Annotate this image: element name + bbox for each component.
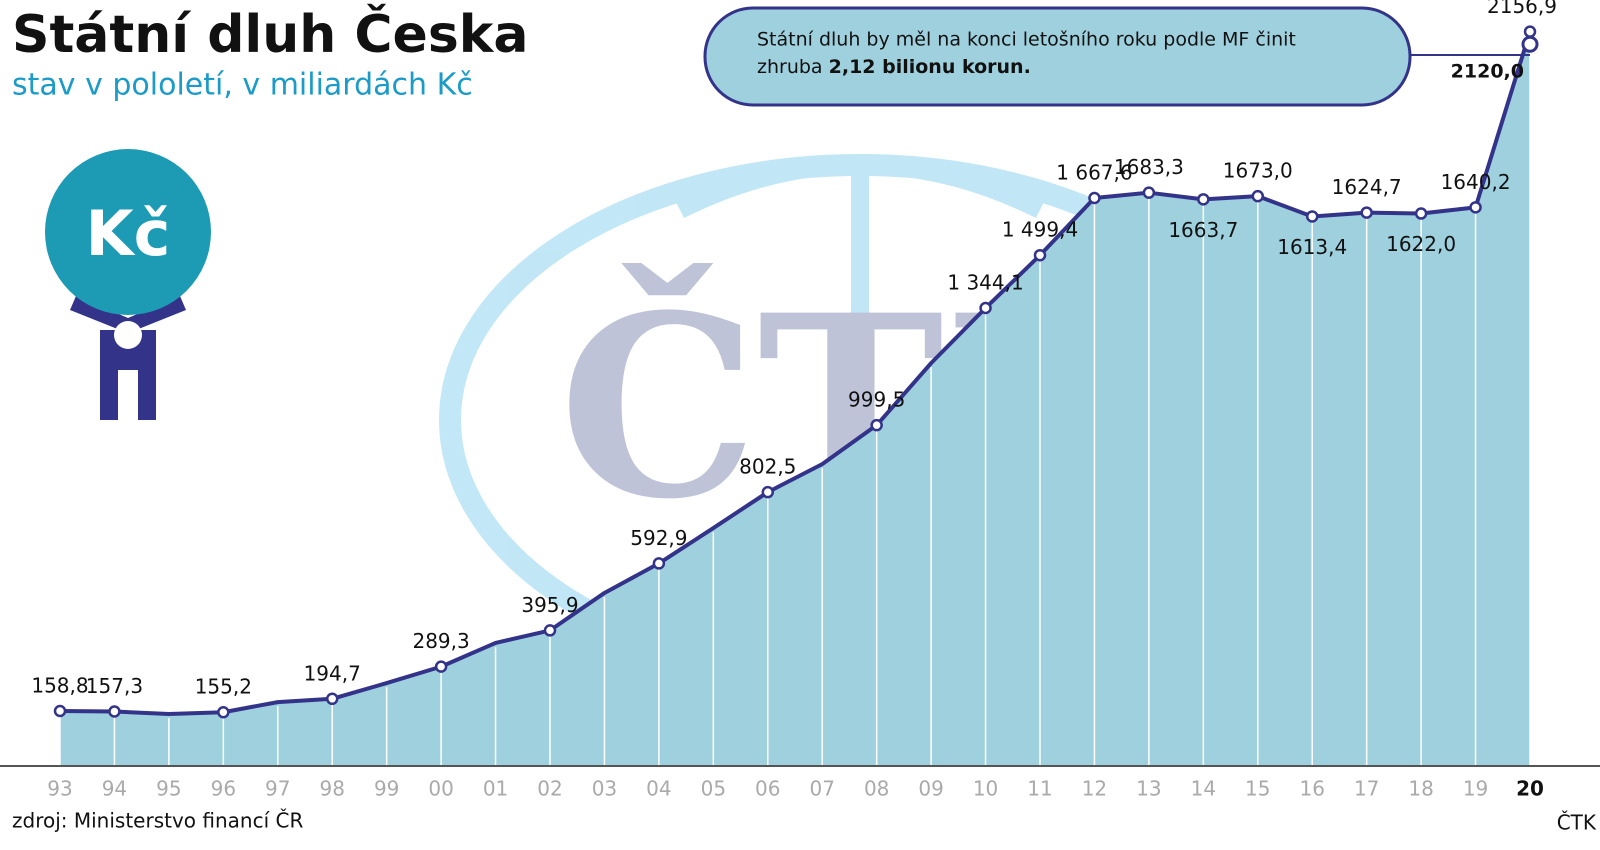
marker (761, 485, 775, 499)
marker (543, 624, 557, 637)
icon-head (114, 321, 142, 349)
value-label: 592,9 (630, 526, 687, 550)
x-tick-label: 12 (1082, 777, 1107, 801)
value-label: 1663,7 (1168, 218, 1238, 242)
value-label: 2156,9 (1487, 0, 1557, 18)
marker (870, 418, 883, 432)
x-tick-label: 10 (973, 777, 998, 801)
forecast-label: 2120,0 (1451, 61, 1524, 83)
x-tick-label: 94 (102, 777, 127, 801)
value-label: 1622,0 (1386, 232, 1456, 256)
value-label: 1640,2 (1441, 170, 1511, 194)
x-tick-label: 14 (1191, 777, 1216, 801)
x-tick-label: 02 (537, 777, 562, 801)
annotation-box (703, 6, 1412, 107)
x-tick-label: 97 (265, 777, 290, 801)
marker (1251, 189, 1265, 203)
chart-title: Státní dluh Česka (12, 3, 528, 65)
credit: ČTK (1557, 811, 1597, 835)
x-tick-label: 08 (864, 777, 889, 801)
value-label: 157,3 (86, 674, 143, 698)
value-label: 999,5 (848, 388, 905, 412)
x-tick-label: 03 (592, 777, 617, 801)
x-tick-label: 93 (47, 777, 72, 801)
chart-subtitle: stav v pololetí, v miliardách Kč (12, 68, 473, 103)
marker (53, 704, 67, 718)
source: zdroj: Ministerstvo financí ČR (12, 809, 303, 833)
x-tick-label: 95 (156, 777, 181, 801)
marker (108, 705, 121, 718)
marker (1088, 191, 1101, 205)
x-tick-label: 05 (701, 777, 726, 801)
x-tick-label: 98 (319, 777, 344, 801)
x-tick-label: 16 (1299, 777, 1324, 801)
marker (1523, 25, 1537, 38)
marker (325, 692, 339, 706)
value-label: 395,9 (521, 593, 578, 617)
x-tick-label: 17 (1354, 777, 1379, 801)
x-tick-label: 01 (483, 777, 508, 801)
line (59, 31, 1532, 716)
value-label: 1683,3 (1114, 155, 1184, 179)
x-tick-label: 18 (1408, 777, 1433, 801)
marker (1305, 210, 1319, 223)
value-label: 1 499,4 (1002, 218, 1078, 242)
x-tick-label: 11 (1027, 777, 1052, 801)
plot: 2120,0 93 158,8 94 157,3 95 96 155,2 97 98 194,7 99… (0, 0, 1600, 801)
x-tick-label: 15 (1245, 777, 1270, 801)
value-label: 1624,7 (1332, 175, 1402, 199)
annotation-text: Státní dluh by měl na konci letošního ro… (757, 29, 1296, 51)
x-tick-label: 07 (809, 777, 834, 801)
marker (1197, 193, 1210, 206)
x-tick-label: 20 (1516, 777, 1544, 801)
icon: Kč (45, 149, 211, 420)
value-label: 289,3 (412, 629, 469, 653)
marker (434, 660, 448, 673)
x-tick-label: 19 (1463, 777, 1488, 801)
marker (1469, 201, 1482, 214)
value-label: 1 667,6 (1056, 161, 1132, 185)
value-label: 155,2 (195, 675, 252, 699)
marker (652, 557, 666, 570)
x-tick-label: 13 (1136, 777, 1161, 801)
x-tick-label: 09 (918, 777, 943, 801)
marker (1414, 207, 1428, 220)
x-tick-label: 06 (755, 777, 780, 801)
x-tick-label: 04 (646, 777, 671, 801)
x-tick-label: 99 (374, 777, 399, 801)
marker (217, 705, 230, 719)
forecast-point (1521, 35, 1539, 53)
value-label: 1673,0 (1223, 159, 1293, 183)
value-label: 1613,4 (1277, 235, 1347, 259)
icon-figure (70, 296, 186, 420)
marker (979, 301, 992, 315)
marker (1360, 206, 1373, 219)
value-label: 158,8 (31, 674, 88, 698)
marker (1142, 186, 1156, 199)
value-label: 802,5 (739, 455, 796, 479)
x-tick-label: 96 (211, 777, 236, 801)
value-label: 1 344,1 (947, 271, 1023, 295)
marker (1033, 248, 1047, 262)
annotation-text: zhruba 2,12 bilionu korun. (757, 56, 1031, 78)
icon-label: Kč (86, 197, 171, 270)
icon-coin (45, 149, 211, 315)
value-label: 194,7 (304, 661, 361, 685)
area (60, 31, 1530, 766)
x-tick-label: 00 (428, 777, 453, 801)
